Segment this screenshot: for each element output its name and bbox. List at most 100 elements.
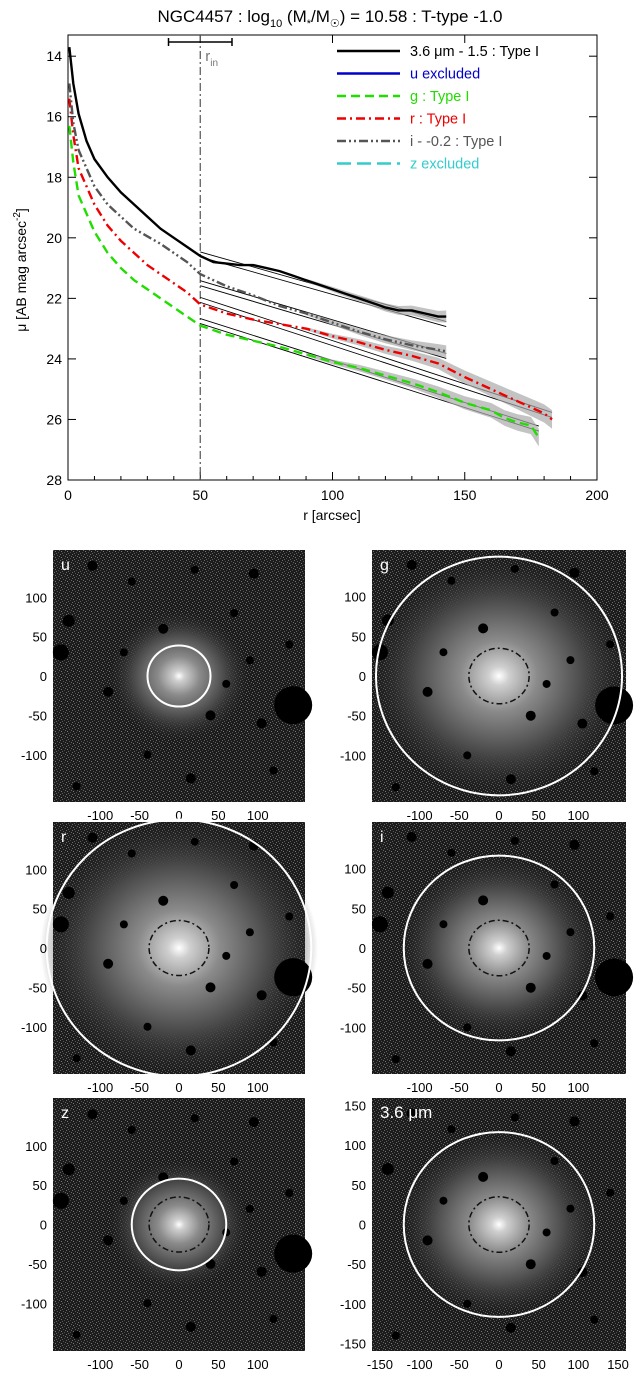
- panel-y-tick-label: -100: [21, 1020, 47, 1035]
- image-panel-1: g -100 -50 0 50 100 100 50 0 -50 -100: [340, 550, 634, 823]
- mask-spot: [550, 1157, 559, 1165]
- mask-spot: [230, 609, 239, 617]
- series-line-4: [68, 83, 447, 353]
- mask-spot: [103, 686, 114, 697]
- mask-spot: [478, 1171, 489, 1182]
- panel-x-tick-label: 50: [531, 1357, 545, 1372]
- aperture-ellipse: [402, 854, 596, 1042]
- y-tick-label: 20: [46, 230, 62, 246]
- mask-spot: [447, 848, 456, 857]
- y-tick-label: 28: [46, 472, 62, 488]
- mask-spot: [447, 576, 456, 585]
- surface-brightness-profile-chart: NGC4457 : log10 (M*/M☉) = 10.58 : T-type…: [12, 7, 609, 523]
- mask-spot: [422, 1235, 433, 1246]
- image-panels: u -100 -50 0 50 100 100 50 0 -50 -100 g -100 -50 0 50 10…: [21, 550, 634, 1372]
- y-tick-label: 24: [46, 351, 62, 367]
- x-tick-label: 100: [321, 487, 345, 503]
- mask-spot: [577, 718, 588, 729]
- panel-label: g: [380, 557, 389, 574]
- mask-spot: [422, 686, 433, 697]
- panel-label: z: [61, 1105, 69, 1122]
- inner-ellipse: [468, 647, 530, 705]
- panel-y-tick-label: -50: [28, 1257, 47, 1272]
- mask-spot: [185, 773, 196, 784]
- mask-spot: [542, 951, 551, 960]
- panel-y-tick-label: 50: [352, 1178, 366, 1193]
- aperture-ellipse: [146, 644, 212, 708]
- mask-spot: [190, 1114, 199, 1123]
- mask-spot: [505, 1046, 516, 1057]
- mask-spot: [245, 928, 254, 937]
- inner-ellipse: [468, 919, 530, 977]
- panel-x-tick-label: 50: [211, 1357, 225, 1372]
- image-panel-3: i -100 -50 0 50 100 100 50 0 -50 -100: [340, 822, 634, 1095]
- y-axis-label-close: ]: [13, 208, 29, 212]
- chart-title-sun: ☉: [330, 18, 340, 30]
- mask-spot: [550, 608, 559, 617]
- panel-y-tick-label: 50: [33, 1178, 47, 1193]
- mask-spot: [542, 679, 551, 688]
- x-tick-label: 50: [192, 487, 208, 503]
- panel-y-tick-label: 100: [344, 590, 366, 605]
- mask-spot: [406, 559, 417, 570]
- mask-spot: [463, 751, 472, 760]
- panel-x-tick-label: -50: [450, 1080, 469, 1095]
- panel-y-tick-label: 0: [40, 1218, 47, 1233]
- mask-spot: [406, 1108, 417, 1119]
- mask-spot: [510, 1113, 519, 1122]
- legend-label-5: z excluded: [410, 157, 479, 173]
- mask-spot: [127, 577, 136, 586]
- y-axis-label: μ [AB mag arcsec-2]: [12, 208, 29, 332]
- panel-x-tick-label: -100: [407, 1080, 433, 1095]
- galaxy-glow: [109, 611, 249, 741]
- legend-label-4: i - -0.2 : Type I: [410, 134, 502, 150]
- mask-spot: [62, 614, 75, 627]
- mask-spot: [62, 1163, 75, 1176]
- mask-spot: [422, 958, 433, 969]
- panel-x-tick-label: 50: [531, 808, 545, 823]
- panel-x-tick-label: 100: [247, 808, 269, 823]
- mask-spot: [87, 560, 98, 571]
- error-band: [306, 327, 553, 429]
- mask-spot: [127, 849, 136, 858]
- panel-y-tick-label: -100: [21, 748, 47, 763]
- y-tick-label: 26: [46, 411, 62, 427]
- mask-spot: [371, 916, 388, 933]
- mask-spot: [103, 958, 114, 969]
- mask-spot: [463, 1023, 472, 1032]
- panel-x-tick-label: 0: [495, 1080, 502, 1095]
- mask-spot: [505, 774, 516, 785]
- galaxy-glow: [40, 820, 318, 1076]
- panel-x-tick-label: 0: [175, 1357, 182, 1372]
- panel-x-tick-label: -50: [450, 808, 469, 823]
- panel-x-tick-label: 0: [175, 1080, 182, 1095]
- error-band: [306, 278, 447, 323]
- mask-spot: [478, 895, 489, 906]
- mask-spot: [391, 1331, 400, 1340]
- mask-spot-large: [595, 686, 634, 725]
- panel-x-tick-label: 100: [568, 1357, 590, 1372]
- panel-label: i: [380, 829, 384, 846]
- mask-spot: [119, 920, 128, 929]
- chart-title-prefix: NGC4457 : log: [158, 7, 270, 26]
- mask-spot: [230, 881, 239, 889]
- panel-y-tick-label: -50: [347, 981, 366, 996]
- mask-spot: [256, 1266, 267, 1277]
- mask-spot: [245, 1204, 254, 1213]
- mask-spot: [62, 886, 75, 899]
- mask-spot: [525, 710, 536, 721]
- image-panel-5: 3.6 μm -150 -100 -50 0 50 100 150 150 100 50 0 -50 -1…: [340, 1098, 629, 1372]
- image-panel-2: r -100 -50 0 50 100 100 50 0 -50 -100: [21, 818, 318, 1095]
- panel-y-tick-label: -50: [347, 1257, 366, 1272]
- mask-spot: [119, 648, 128, 657]
- mask-spot: [525, 1259, 536, 1270]
- panel-y-tick-label: -50: [28, 980, 47, 995]
- aperture-ellipse: [45, 818, 313, 1078]
- panel-x-tick-label: 0: [495, 1357, 502, 1372]
- mask-spot: [87, 1109, 98, 1120]
- panel-x-tick-label: -100: [407, 1357, 433, 1372]
- mask-spot: [439, 1196, 448, 1205]
- panel-y-tick-label: 50: [352, 901, 366, 916]
- panel-y-tick-label: 100: [344, 1138, 366, 1153]
- chart-title-suffix: ) = 10.58 : T-type -1.0: [340, 7, 503, 26]
